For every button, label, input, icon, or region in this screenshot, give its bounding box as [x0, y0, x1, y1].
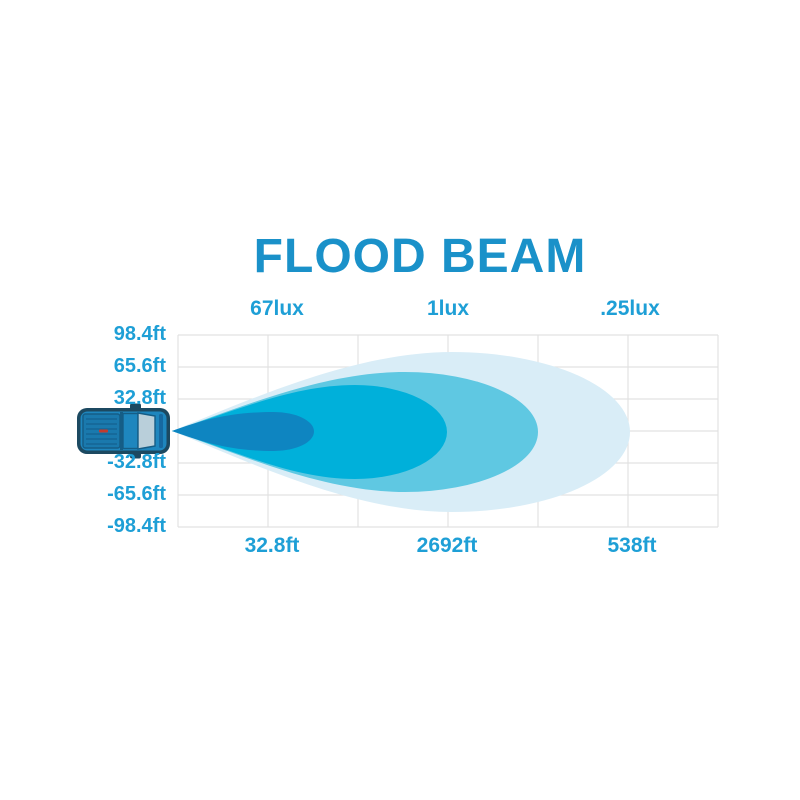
truck-cab-divider — [120, 412, 123, 450]
truck-top-view-icon — [77, 403, 170, 459]
truck-roof — [122, 412, 139, 450]
y-axis-label-65-6: 65.6ft — [113, 355, 166, 377]
y-axis-label-neg-98-4: -98.4ft — [107, 515, 166, 537]
bottom-axis-label-1: 32.8ft — [244, 534, 300, 557]
truck-bed-red-detail — [99, 429, 108, 433]
truck-bed-slats — [86, 418, 117, 445]
y-axis-label-neg-65-6: -65.6ft — [107, 483, 166, 505]
y-axis-label-neg-32-8: -32.8ft — [107, 451, 166, 473]
beam-zones — [172, 352, 630, 512]
page-title: FLOOD BEAM — [253, 230, 587, 283]
truck-windshield — [137, 412, 156, 450]
beam-zone-innermost — [172, 412, 314, 451]
bottom-axis-label-2: 2692ft — [416, 534, 478, 557]
y-axis-label-32-8: 32.8ft — [113, 387, 166, 409]
bottom-axis-label-3: 538ft — [607, 534, 657, 557]
top-axis-label-1lux: 1lux — [426, 297, 470, 320]
top-axis-label-025lux: .25lux — [600, 297, 660, 320]
y-axis-label-98-4: 98.4ft — [113, 323, 166, 345]
top-axis-label-67lux: 67lux — [250, 297, 304, 320]
truck-front-grill — [159, 414, 163, 448]
